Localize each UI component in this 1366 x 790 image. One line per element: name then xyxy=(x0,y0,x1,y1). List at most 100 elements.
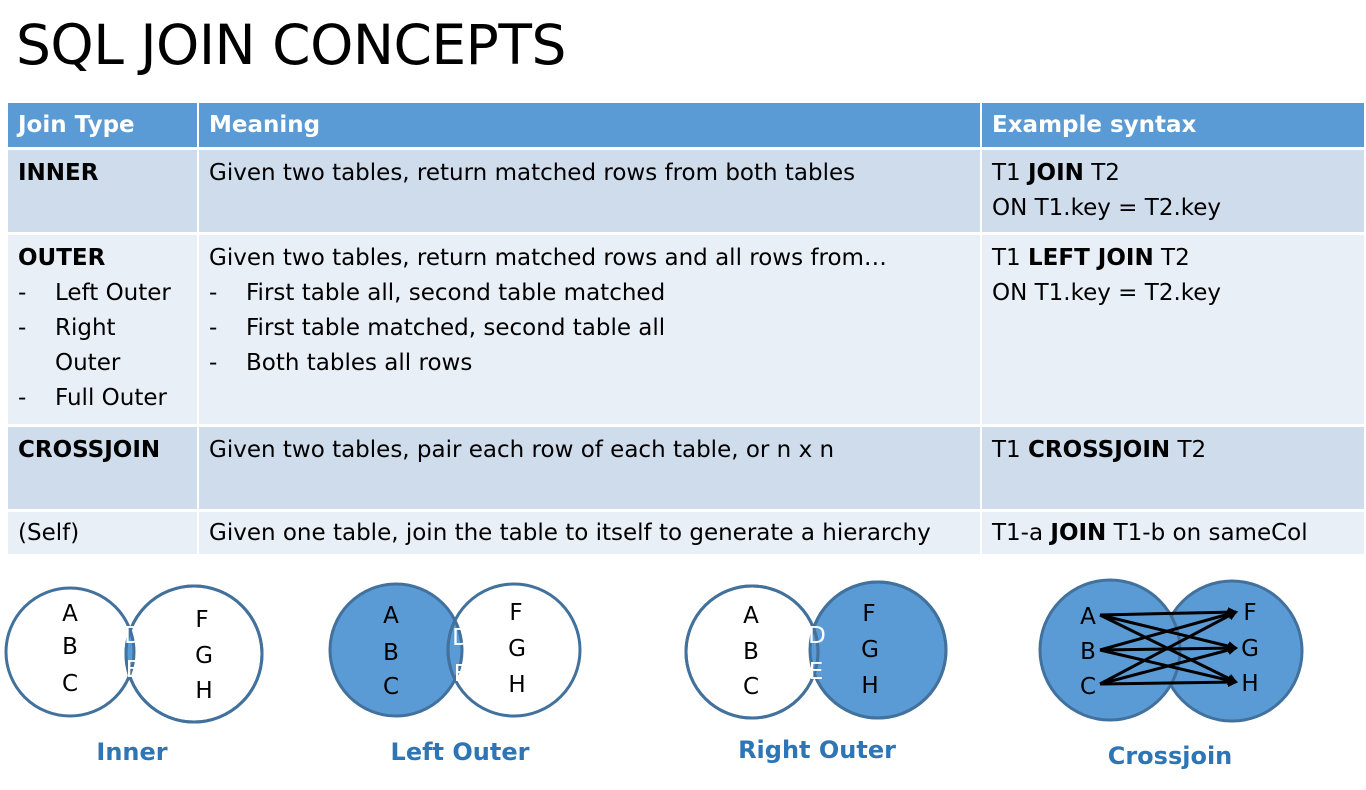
table-row-crossjoin: CROSSJOIN Given two tables, pair each ro… xyxy=(8,425,1364,512)
table-row-inner: INNER Given two tables, return matched r… xyxy=(8,148,1364,235)
syntax-keyword: JOIN xyxy=(1050,520,1107,546)
arrow-c-g xyxy=(1099,645,1238,686)
join-type-name: INNER xyxy=(18,160,99,186)
letter-a: A xyxy=(62,601,78,627)
letter-g: G xyxy=(861,637,879,663)
arrow-c-h xyxy=(1099,677,1238,688)
table-header-row: Join Type Meaning Example syntax xyxy=(8,103,1364,150)
list-item: First table matched, second table all xyxy=(209,311,970,346)
venn-left-outline xyxy=(684,584,820,720)
syntax-cell: T1 JOIN T2 ON T1.key = T2.key xyxy=(981,148,1364,235)
table-row-outer: OUTER Left Outer Right Outer Full Outer … xyxy=(8,233,1364,427)
join-subtype-list: Left Outer Right Outer Full Outer xyxy=(18,276,187,416)
letter-a: A xyxy=(383,603,399,629)
syntax-cell: T1-a JOIN T1-b on sameCol xyxy=(981,510,1364,557)
letter-c: C xyxy=(1080,674,1096,700)
letter-f: F xyxy=(862,601,875,627)
syntax-keyword: CROSSJOIN xyxy=(1028,437,1171,463)
letter-e: E xyxy=(126,657,141,683)
letter-a: A xyxy=(1080,604,1096,630)
venn-overlap-outline xyxy=(446,584,462,716)
venn-right-outline xyxy=(124,584,264,724)
letter-c: C xyxy=(62,671,78,697)
join-type-cell: (Self) xyxy=(8,510,199,557)
header-join-type: Join Type xyxy=(8,103,199,150)
letter-f: F xyxy=(509,600,522,626)
syntax-part: T1-a xyxy=(992,520,1051,546)
syntax-part: T2 xyxy=(1083,160,1120,186)
list-item: Left Outer xyxy=(18,276,187,311)
venn-right-circle xyxy=(1160,579,1304,723)
meaning-cell: Given one table, join the table to itsel… xyxy=(198,510,982,557)
letter-g: G xyxy=(1241,636,1259,662)
syntax-line: T1 JOIN T2 xyxy=(992,156,1354,191)
venn-crossjoin: A B C F G H Crossjoin xyxy=(1038,578,1304,770)
syntax-part: T1 xyxy=(992,245,1028,271)
syntax-line: ON T1.key = T2.key xyxy=(992,191,1354,226)
letter-b: B xyxy=(383,640,399,666)
letter-h: H xyxy=(861,673,878,699)
page-title: SQL JOIN CONCEPTS xyxy=(16,13,566,77)
venn-right-outline xyxy=(808,580,948,720)
letter-b: B xyxy=(62,634,78,660)
letter-h: H xyxy=(1241,671,1258,697)
syntax-part: ON T1.key = T2.key xyxy=(992,195,1222,221)
syntax-line: ON T1.key = T2.key xyxy=(992,276,1354,311)
letter-d: D xyxy=(124,623,142,649)
list-item: Full Outer xyxy=(18,381,187,416)
meaning-text: Given two tables, pair each row of each … xyxy=(209,437,835,463)
syntax-part: T1-b on sameCol xyxy=(1106,520,1308,546)
join-type-cell: INNER xyxy=(8,148,199,235)
header-example-syntax: Example syntax xyxy=(981,103,1364,150)
venn-left-circle xyxy=(328,582,464,718)
letter-b: B xyxy=(743,639,759,665)
syntax-keyword: JOIN xyxy=(1028,160,1084,186)
letter-f: F xyxy=(195,607,208,633)
join-type-name: OUTER xyxy=(18,245,106,271)
letter-d: D xyxy=(452,625,470,651)
join-type-name: CROSSJOIN xyxy=(18,437,161,463)
letter-c: C xyxy=(383,674,399,700)
arrow-c-f xyxy=(1099,610,1238,686)
header-meaning: Meaning xyxy=(198,103,982,150)
meaning-text: Given one table, join the table to itsel… xyxy=(209,520,931,546)
meaning-cell: Given two tables, return matched rows an… xyxy=(198,233,982,427)
diagram-label-right-outer: Right Outer xyxy=(738,736,896,764)
syntax-line: T1-a JOIN T1-b on sameCol xyxy=(992,516,1354,551)
diagram-label-left-outer: Left Outer xyxy=(391,738,530,766)
table-row-self: (Self) Given one table, join the table t… xyxy=(8,510,1364,557)
letter-b: B xyxy=(1080,639,1096,665)
join-type-cell: OUTER Left Outer Right Outer Full Outer xyxy=(8,233,199,427)
venn-diagrams: A B C D E F G H Inner A B C D E F G H Le… xyxy=(4,578,1304,770)
venn-right-outer: A B C D E F G H Right Outer xyxy=(684,580,948,764)
join-type-name: (Self) xyxy=(18,520,80,546)
meaning-list: First table all, second table matched Fi… xyxy=(209,276,970,381)
syntax-part: T2 xyxy=(1170,437,1207,463)
letter-d: D xyxy=(808,623,826,649)
letter-f: F xyxy=(1243,600,1256,626)
diagram-label-crossjoin: Crossjoin xyxy=(1108,742,1233,770)
syntax-part: T2 xyxy=(1153,245,1190,271)
letter-e: E xyxy=(454,661,469,687)
venn-left-outer: A B C D E F G H Left Outer xyxy=(328,582,582,766)
join-type-cell: CROSSJOIN xyxy=(8,425,199,512)
letter-g: G xyxy=(508,636,526,662)
list-item: Right Outer xyxy=(18,311,187,381)
syntax-cell: T1 CROSSJOIN T2 xyxy=(981,425,1364,512)
meaning-text: Given two tables, return matched rows fr… xyxy=(209,160,856,186)
venn-inner: A B C D E F G H Inner xyxy=(4,584,264,766)
venn-left-circle xyxy=(4,586,136,718)
syntax-part: ON T1.key = T2.key xyxy=(992,280,1222,306)
arrow-a-f xyxy=(1099,607,1238,618)
letter-g: G xyxy=(195,643,213,669)
list-item: Both tables all rows xyxy=(209,346,970,381)
syntax-part: T1 xyxy=(992,160,1028,186)
arrow-b-f xyxy=(1099,609,1238,652)
syntax-line: T1 LEFT JOIN T2 xyxy=(992,241,1354,276)
syntax-line: T1 CROSSJOIN T2 xyxy=(992,433,1354,468)
crossjoin-arrows xyxy=(1099,607,1238,688)
syntax-cell: T1 LEFT JOIN T2 ON T1.key = T2.key xyxy=(981,233,1364,427)
letter-e: E xyxy=(809,659,824,685)
syntax-keyword: LEFT JOIN xyxy=(1028,245,1154,271)
letter-h: H xyxy=(508,672,525,698)
